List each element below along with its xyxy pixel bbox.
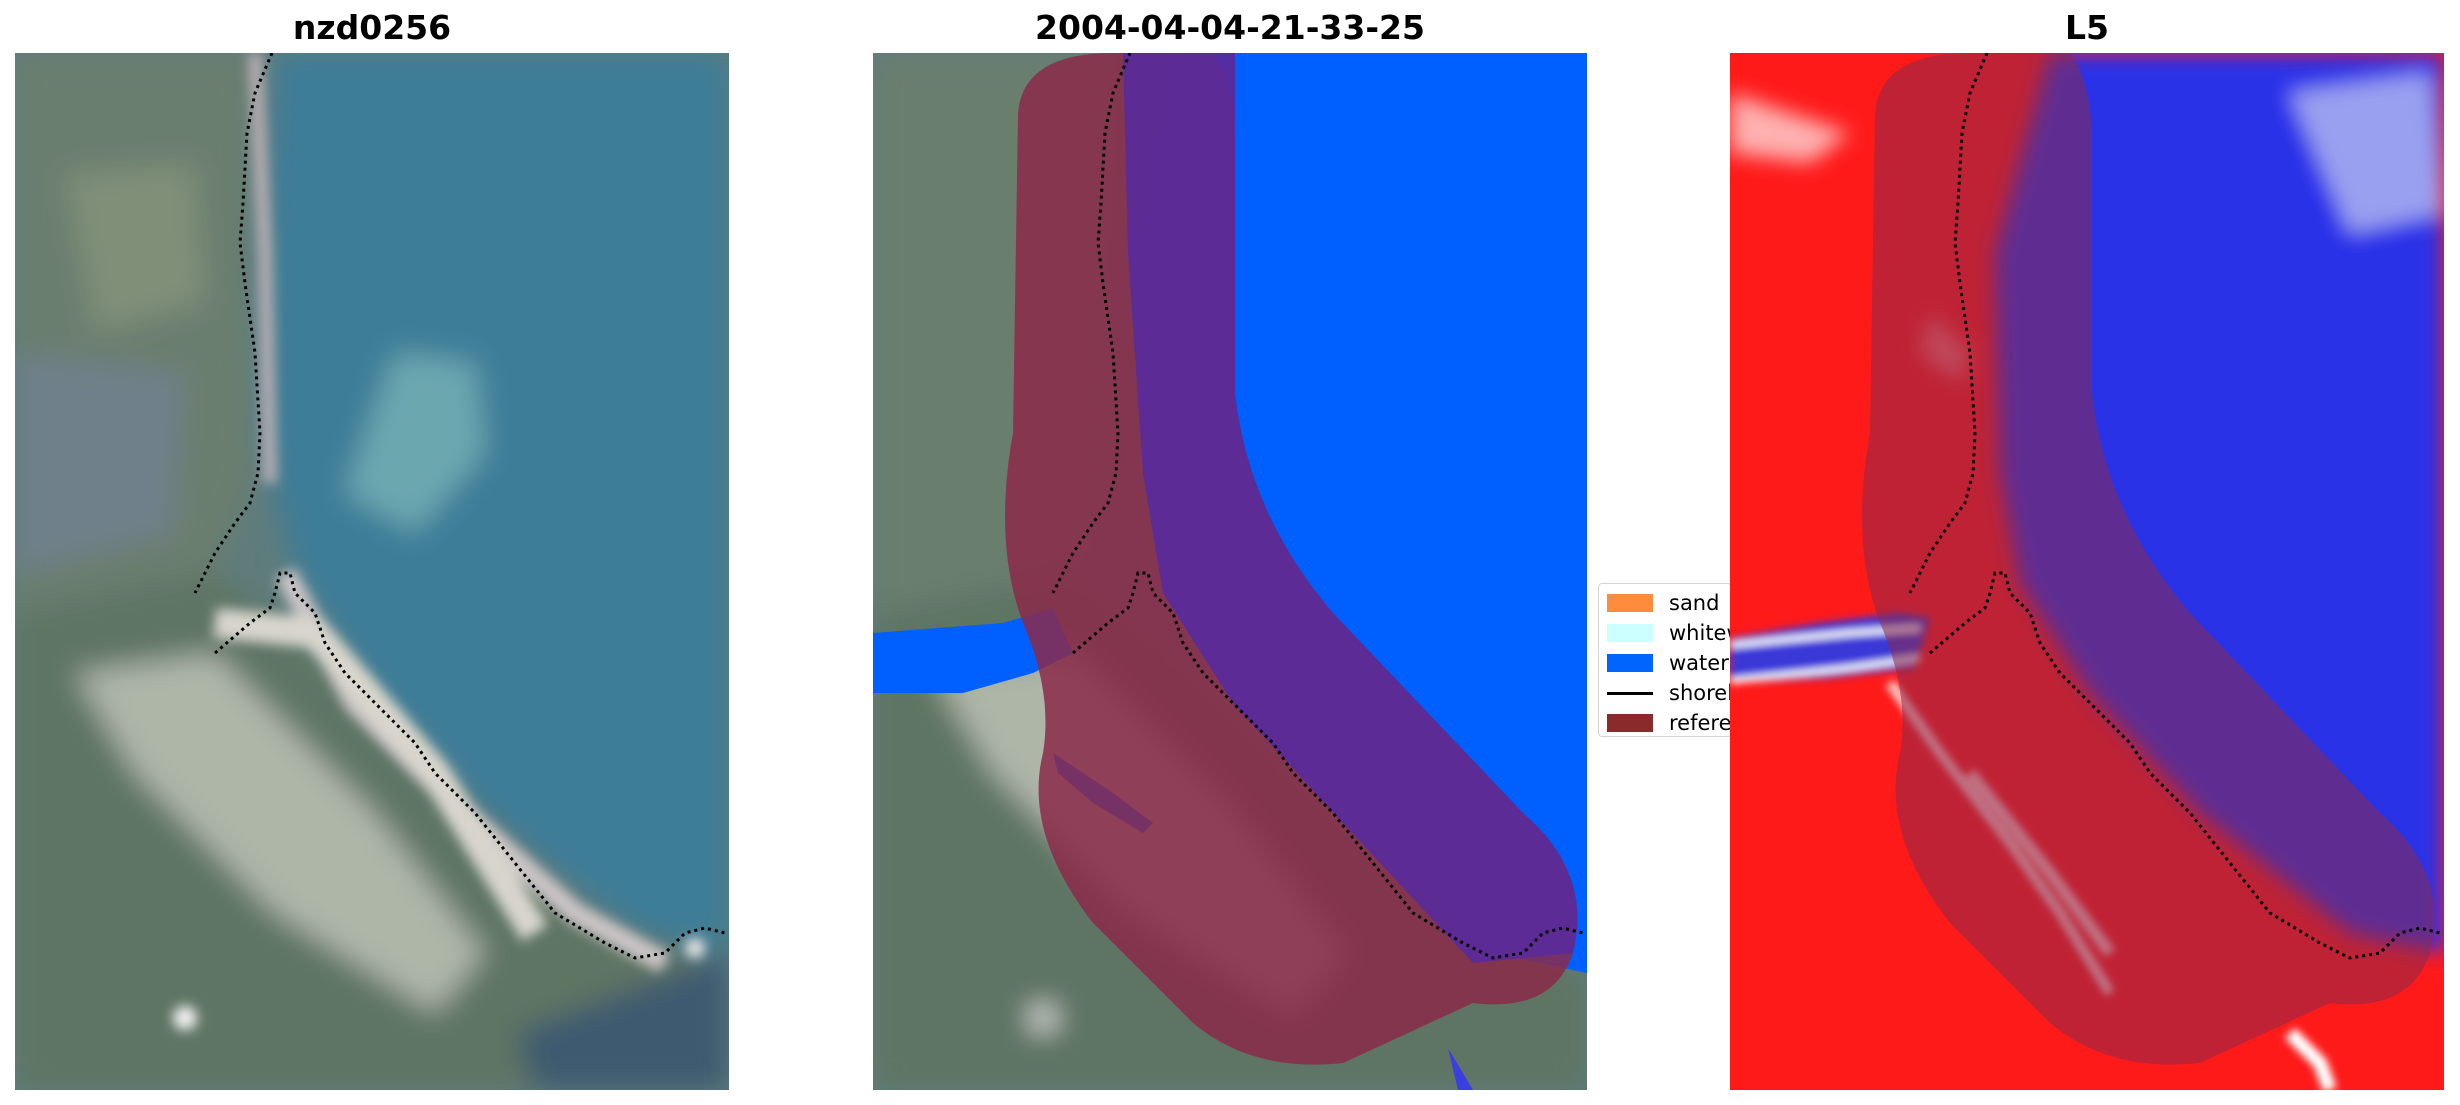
legend-item-sand: sand [1607, 589, 1719, 617]
legend-swatch-sand [1607, 594, 1653, 612]
panel-title-date: 2004-04-04-21-33-25 [1035, 8, 1425, 47]
legend-swatch-shoreline [1607, 691, 1653, 695]
rgb-satellite-image [15, 53, 729, 1090]
index-image [1730, 53, 2444, 1090]
rgb-image-panel [15, 53, 729, 1090]
reference-buffer [1862, 53, 2435, 1065]
panel-title-image-id: nzd0256 [292, 8, 452, 47]
water-class-area [1138, 53, 1587, 973]
panel-title-sensor: L5 [2065, 8, 2109, 47]
legend-label-water: water [1669, 651, 1729, 675]
legend-item-shoreline: shoreline [1607, 679, 1732, 707]
water-class-channel [873, 608, 1073, 693]
classified-image [873, 53, 1587, 1090]
classified-panel [873, 53, 1587, 1090]
legend-label-reference: reference [1669, 711, 1732, 735]
legend-label-sand: sand [1669, 591, 1720, 615]
legend-swatch-whitewater [1607, 624, 1653, 642]
shoreline-trace [193, 53, 726, 960]
index-panel [1730, 53, 2444, 1090]
legend-label-shoreline: shoreline [1669, 681, 1732, 705]
legend-item-reference: reference [1607, 709, 1732, 736]
shoreline-trace [1908, 53, 2441, 960]
legend-item-water: water [1607, 649, 1729, 677]
reference-over-water [1123, 53, 1578, 963]
legend-swatch-reference [1607, 714, 1653, 732]
legend-swatch-water [1607, 654, 1653, 672]
shoreline-trace [1051, 53, 1584, 960]
